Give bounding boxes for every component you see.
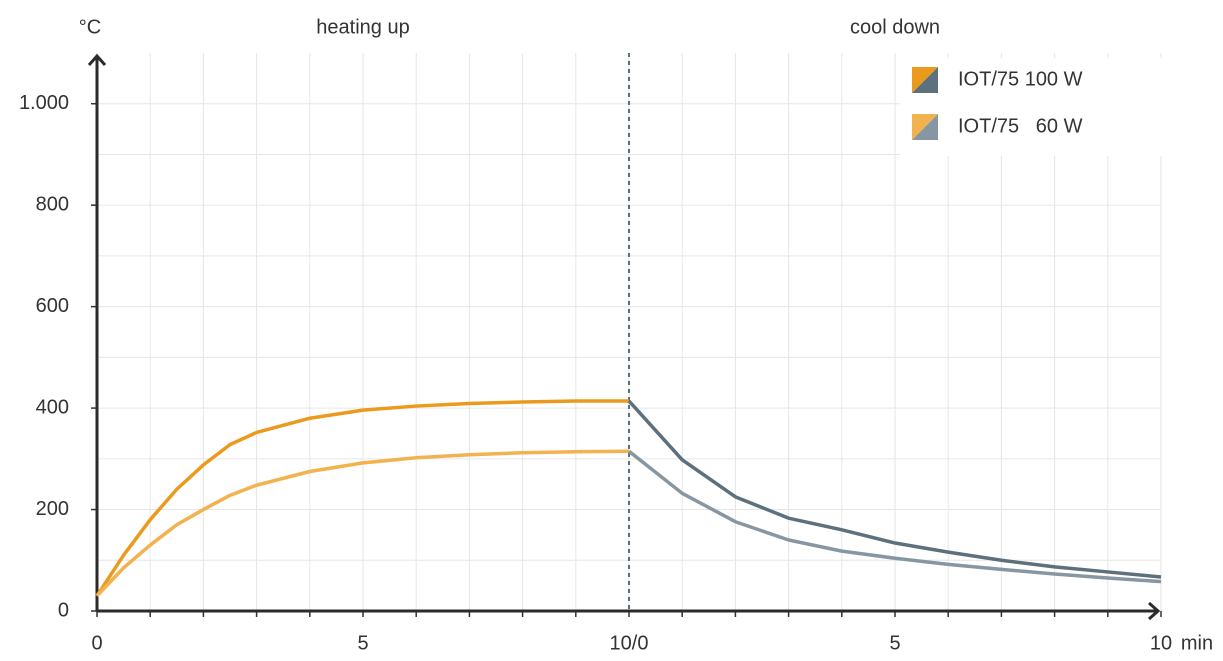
y-tick-label: 400 <box>36 396 69 418</box>
legend-label: IOT/75 60 W <box>958 115 1083 137</box>
legend-swatch <box>912 67 938 93</box>
y-tick-label: 200 <box>36 498 69 520</box>
phase-label: heating up <box>316 16 409 38</box>
y-axis-label: °C <box>79 16 101 38</box>
y-tick-label: 0 <box>58 599 69 621</box>
phase-label: cool down <box>850 16 940 38</box>
x-tick-label: 10 <box>1150 632 1172 654</box>
legend-box <box>900 58 1162 156</box>
y-tick-label: 1.000 <box>19 92 69 114</box>
legend-swatch <box>912 114 938 140</box>
series-line <box>95 399 629 597</box>
series-line <box>95 449 630 597</box>
x-axis-label: min <box>1181 632 1213 654</box>
x-tick-label: 5 <box>357 632 368 654</box>
series-line <box>627 399 1162 579</box>
legend: IOT/75 100 W IOT/75 60 W <box>900 58 1162 156</box>
x-axis <box>97 601 1161 621</box>
x-tick-label: 5 <box>889 632 900 654</box>
series-line <box>627 449 1162 584</box>
x-tick-label: 10/0 <box>610 632 649 654</box>
y-tick-label: 800 <box>36 193 69 215</box>
y-axis <box>87 53 107 611</box>
legend-label: IOT/75 100 W <box>958 68 1083 90</box>
x-tick-label: 0 <box>91 632 102 654</box>
y-tick-label: 600 <box>36 295 69 317</box>
